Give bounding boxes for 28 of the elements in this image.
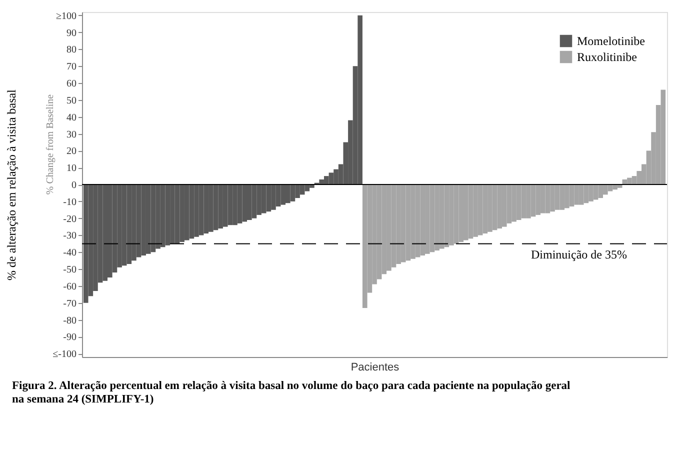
y-tick-label: -70 (63, 298, 76, 310)
y-tick-label: ≥100 (56, 10, 76, 22)
y-tick-label: 80 (66, 44, 76, 56)
y-tick-label: 30 (66, 129, 76, 140)
y-tick-label: 10 (66, 163, 76, 174)
y-tick-label: 90 (66, 28, 76, 39)
y-tick-label: 50 (66, 95, 76, 106)
y-tick-label: -90 (63, 332, 76, 344)
ref-line-label: Diminuição de 35% (531, 248, 627, 262)
x-axis-title: Pacientes (350, 362, 400, 374)
legend-label: Ruxolitinibe (577, 50, 637, 64)
y-axis-title: % de alteração em relação à visita basal (4, 88, 19, 280)
y-tick-label: -20 (63, 214, 76, 225)
legend-label: Momelotinibe (577, 34, 645, 48)
y-tick-label: 0 (72, 180, 76, 191)
y-tick-label: 70 (66, 62, 76, 73)
y-tick-label: 20 (66, 146, 76, 158)
y-tick-label: -40 (63, 248, 76, 259)
y-tick-label: -30 (63, 230, 76, 242)
y-tick-label: 40 (66, 112, 76, 124)
y-tick-label: -60 (63, 281, 76, 292)
y-tick-label: -80 (63, 315, 76, 326)
y-tick-label: -10 (63, 196, 76, 208)
y-tick-label: ≤-100 (52, 349, 76, 360)
text: Figura 2. Alteração percentual em relação à visita basal no volume do baço para cada paciente na população geral na semana 24 (SIMPLIFY-1) (12, 380, 570, 406)
y-tick-label: -50 (63, 264, 76, 276)
text: % Change from Baseline (45, 94, 56, 195)
y-tick-label: 60 (66, 78, 76, 90)
